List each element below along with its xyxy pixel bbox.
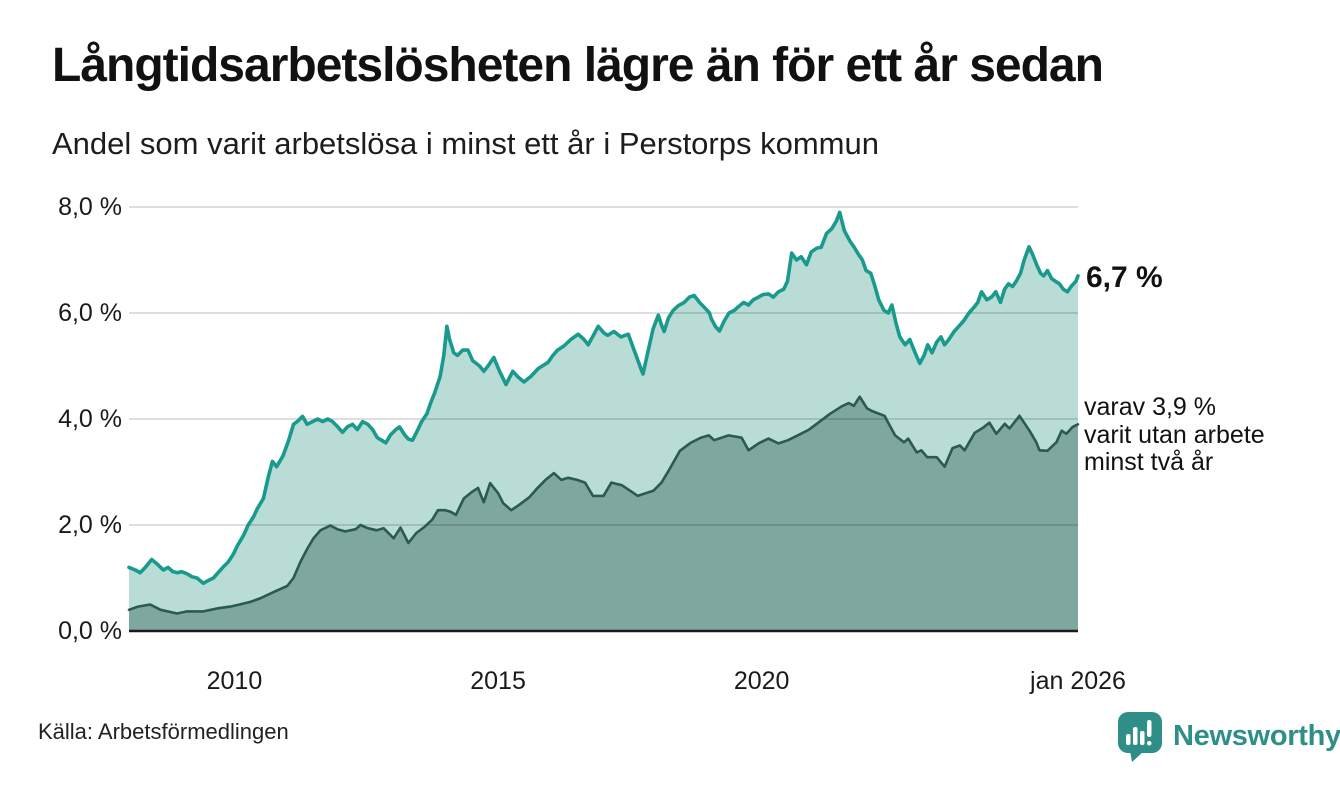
secondary-value-label: varav 3,9 % varit utan arbete minst två … <box>1084 393 1265 477</box>
secondary-value-line1: varav 3,9 % <box>1084 393 1217 421</box>
newsworthy-logo: Newsworthy <box>1117 711 1340 768</box>
latest-value-label: 6,7 % <box>1086 261 1163 294</box>
x-tick-label-2010: 2010 <box>206 667 263 695</box>
y-tick-label-2: 2,0 % <box>58 511 122 539</box>
series-line-0 <box>127 210 1080 586</box>
page-title: Långtidsarbetslösheten lägre än för ett … <box>52 39 1104 92</box>
secondary-value-line2: varit utan arbete <box>1084 420 1265 449</box>
chart-subtitle: Andel som varit arbetslösa i minst ett å… <box>52 126 879 161</box>
series-area-1 <box>129 396 1078 631</box>
newsworthy-logo-icon <box>1117 711 1163 768</box>
newsworthy-logo-text: Newsworthy <box>1173 720 1340 752</box>
x-tick-label-2020: 2020 <box>733 667 790 695</box>
y-tick-label-0: 0,0 % <box>58 617 122 645</box>
secondary-value-line3: minst två år <box>1084 448 1214 476</box>
y-tick-label-8: 8,0 % <box>58 193 122 221</box>
x-tick-label-2026: jan 2026 <box>1030 667 1126 695</box>
y-tick-label-4: 4,0 % <box>58 405 122 433</box>
x-tick-label-2015: 2015 <box>470 667 526 695</box>
y-tick-label-6: 6,0 % <box>58 299 122 327</box>
series-line-1 <box>127 395 1080 615</box>
source-caption: Källa: Arbetsförmedlingen <box>38 719 289 744</box>
